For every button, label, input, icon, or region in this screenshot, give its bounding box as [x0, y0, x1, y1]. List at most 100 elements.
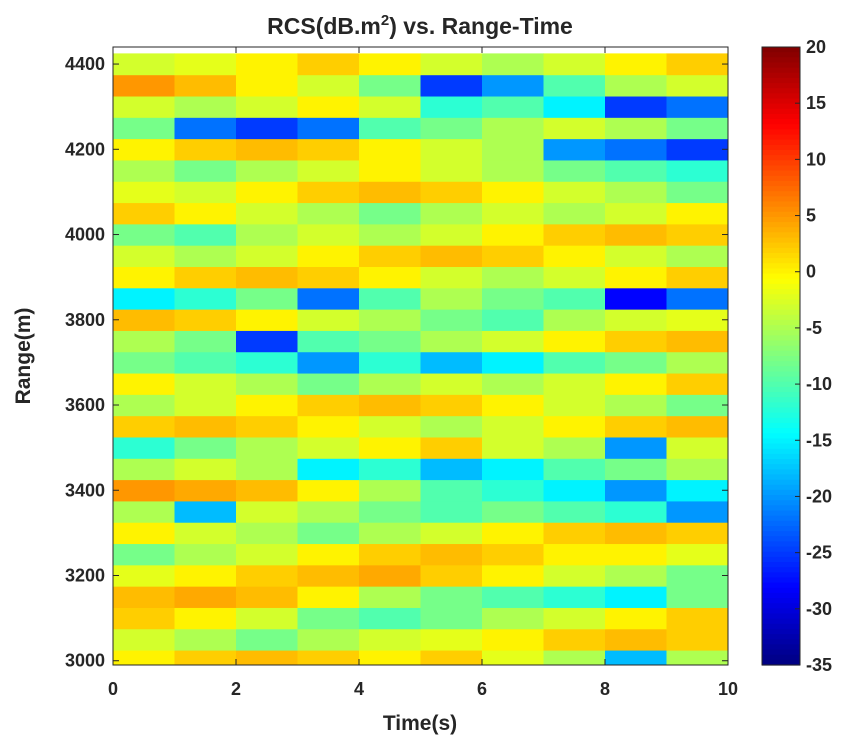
heatmap-cell — [666, 74, 728, 97]
heatmap-cell — [666, 223, 728, 246]
y-tick-label: 4200 — [65, 139, 105, 159]
heatmap-cell — [666, 245, 728, 267]
colorbar-slice — [762, 572, 800, 579]
heatmap-cell — [482, 415, 544, 438]
colorbar-slice — [762, 644, 800, 651]
heatmap-cell — [359, 586, 421, 608]
colorbar-slice — [762, 598, 800, 604]
heatmap-cell — [420, 117, 483, 140]
colorbar-tick-label: 10 — [806, 149, 826, 169]
heatmap-cell — [174, 117, 237, 140]
heatmap-cell — [113, 309, 175, 331]
colorbar-tick-label: -35 — [806, 655, 832, 675]
heatmap-cell — [359, 650, 421, 665]
colorbar-slice — [762, 587, 800, 594]
heatmap-cell — [113, 628, 175, 651]
colorbar-slice — [762, 428, 800, 434]
heatmap-cell — [482, 202, 544, 225]
y-tick-label: 3000 — [65, 651, 105, 671]
heatmap-cell — [543, 650, 606, 665]
colorbar-slice — [762, 191, 800, 197]
heatmap-cell — [174, 479, 237, 502]
heatmap-cell — [174, 564, 237, 587]
heatmap-cell — [236, 138, 298, 161]
heatmap-cell — [297, 436, 360, 459]
heatmap-cell — [297, 287, 360, 310]
heatmap-cell — [113, 351, 175, 374]
heatmap-cell — [482, 96, 544, 118]
heatmap-cell — [420, 650, 483, 665]
colorbar-slice — [762, 371, 800, 378]
heatmap-cell — [359, 53, 421, 76]
colorbar-slice — [762, 335, 800, 342]
heatmap-cell — [482, 650, 544, 665]
heatmap-cell — [113, 53, 175, 76]
heatmap-cell — [482, 266, 544, 289]
colorbar-tick-label: -25 — [806, 543, 832, 563]
colorbar-slice — [762, 129, 800, 136]
colorbar-slice — [762, 299, 800, 306]
heatmap-cell — [174, 436, 237, 459]
colorbar-slice — [762, 582, 800, 589]
heatmap-cell — [236, 330, 298, 353]
colorbar-slice — [762, 150, 800, 156]
heatmap-cell — [666, 543, 728, 566]
heatmap-cell — [113, 543, 175, 566]
heatmap-cell — [236, 415, 298, 438]
heatmap-cell — [420, 287, 483, 310]
heatmap-cell — [359, 181, 421, 204]
heatmap-cell — [236, 74, 298, 97]
colorbar-slice — [762, 113, 800, 120]
heatmap-cell — [605, 650, 667, 665]
colorbar-slice — [762, 345, 800, 352]
heatmap-cell — [543, 138, 606, 161]
x-tick-label: 4 — [354, 679, 364, 699]
chart-title: RCS(dB.m2) vs. Range-Time — [267, 12, 573, 39]
heatmap-cell — [543, 479, 606, 502]
colorbar-slice — [762, 623, 800, 630]
heatmap-cell — [666, 500, 728, 523]
heatmap-cell — [666, 53, 728, 76]
heatmap-cell — [113, 650, 175, 665]
title-text: ) vs. Range-Time — [389, 13, 573, 39]
x-tick-label: 10 — [718, 679, 738, 699]
heatmap-cell — [236, 436, 298, 459]
colorbar-tick-label: -10 — [806, 374, 832, 394]
heatmap-cell — [482, 586, 544, 608]
heatmap-cell — [174, 373, 237, 395]
colorbar-slice — [762, 247, 800, 254]
colorbar-slice — [762, 417, 800, 424]
heatmap-cell — [297, 138, 360, 161]
heatmap-cell — [666, 138, 728, 161]
heatmap-cell — [359, 436, 421, 459]
colorbar-slice — [762, 479, 800, 486]
heatmap-cell — [297, 650, 360, 665]
heatmap-cell — [297, 607, 360, 630]
heatmap-cell — [482, 436, 544, 459]
heatmap-cell — [543, 74, 606, 97]
heatmap-cell — [482, 458, 544, 481]
y-tick-label: 3200 — [65, 565, 105, 585]
heatmap-cell — [420, 53, 483, 76]
colorbar-slice — [762, 464, 800, 470]
heatmap-cell — [174, 458, 237, 481]
heatmap-cell — [420, 330, 483, 353]
colorbar-slice — [762, 525, 800, 532]
heatmap-cell — [236, 351, 298, 374]
colorbar-slice — [762, 562, 800, 568]
heatmap-cell — [174, 53, 237, 76]
heatmap-cell — [420, 607, 483, 630]
heatmap-cell — [297, 96, 360, 118]
heatmap-cell — [666, 522, 728, 545]
heatmap-cell — [113, 96, 175, 118]
heatmap-cell — [359, 330, 421, 353]
colorbar-slice — [762, 170, 800, 177]
heatmap-cell — [420, 564, 483, 587]
colorbar-slice — [762, 67, 800, 74]
colorbar-slice — [762, 515, 800, 522]
colorbar-slice — [762, 134, 800, 141]
colorbar-slice — [762, 397, 800, 403]
colorbar-slice — [762, 258, 800, 264]
colorbar-slice — [762, 469, 800, 476]
colorbar-slice — [762, 361, 800, 367]
